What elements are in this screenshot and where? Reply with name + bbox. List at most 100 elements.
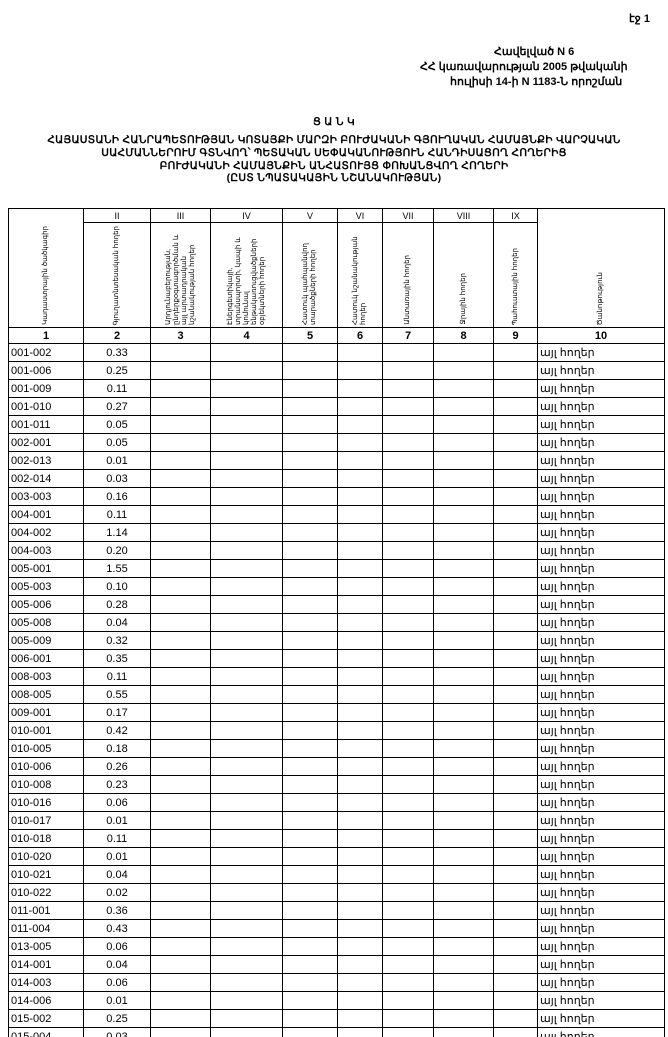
- agricultural-area: 1.55: [83, 559, 151, 578]
- empty-cell: [282, 649, 338, 668]
- empty-cell: [150, 973, 211, 992]
- header-text: Էներգետիկայի, տրանսպորտի, կապի և կոմունա…: [226, 237, 266, 325]
- empty-cell: [337, 595, 383, 614]
- note-cell: այլ հողեր: [537, 757, 665, 776]
- subtitle-line-3: ԲՈՒԺԱԿԱՆԻ ՀԱՄԱՅՆՔԻՆ ԱՆՀԱՏՈՒՅՑ ՓՈԽԱՆՑՎՈՂ …: [159, 160, 509, 172]
- empty-cell: [337, 469, 383, 488]
- empty-cell: [433, 559, 494, 578]
- empty-cell: [337, 505, 383, 524]
- table-row: 010-006 0.26 այլ հողեր: [8, 757, 665, 776]
- table-row: 005-008 0.04 այլ հողեր: [8, 613, 665, 632]
- cadastral-code: 011-001: [8, 901, 84, 920]
- empty-cell: [210, 541, 283, 560]
- agricultural-area: 0.55: [83, 685, 151, 704]
- header-cell: Գյուղատնտեսական հողեր: [83, 222, 151, 328]
- empty-cell: [210, 847, 283, 866]
- table-row: 010-017 0.01 այլ հողեր: [8, 811, 665, 830]
- empty-cell: [337, 451, 383, 470]
- cadastral-code: 010-020: [8, 847, 84, 866]
- empty-cell: [210, 1009, 283, 1028]
- page-label: էջ 1: [629, 13, 650, 25]
- note-cell: այլ հողեր: [537, 775, 665, 794]
- empty-cell: [150, 379, 211, 398]
- roman-numeral: VII: [382, 208, 434, 223]
- header-text: Ծանոթություն: [597, 271, 604, 325]
- table-row: 014-003 0.06 այլ հողեր: [8, 973, 665, 992]
- cadastral-code: 002-014: [8, 469, 84, 488]
- roman-numeral: III: [150, 208, 211, 223]
- agricultural-area: 0.05: [83, 415, 151, 434]
- empty-cell: [382, 1027, 434, 1037]
- cadastral-code: 004-002: [8, 523, 84, 542]
- agricultural-area: 0.11: [83, 505, 151, 524]
- empty-cell: [337, 955, 383, 974]
- empty-cell: [433, 775, 494, 794]
- empty-cell: [433, 631, 494, 650]
- empty-cell: [337, 703, 383, 722]
- agricultural-area: 0.11: [83, 667, 151, 686]
- empty-cell: [337, 757, 383, 776]
- empty-cell: [282, 1027, 338, 1037]
- note-cell: այլ հողեր: [537, 991, 665, 1010]
- cadastral-code: 010-017: [8, 811, 84, 830]
- cadastral-code: 006-001: [8, 649, 84, 668]
- roman-numeral: VIII: [433, 208, 494, 223]
- empty-cell: [382, 937, 434, 956]
- empty-cell: [433, 811, 494, 830]
- table-row: 009-001 0.17 այլ հողեր: [8, 703, 665, 722]
- cadastral-code: 010-018: [8, 829, 84, 848]
- empty-cell: [210, 631, 283, 650]
- empty-cell: [150, 739, 211, 758]
- empty-cell: [337, 541, 383, 560]
- empty-cell: [210, 685, 283, 704]
- empty-cell: [210, 487, 283, 506]
- column-number: 2: [83, 327, 151, 344]
- empty-cell: [150, 685, 211, 704]
- note-cell: այլ հողեր: [537, 847, 665, 866]
- agricultural-area: 0.32: [83, 631, 151, 650]
- empty-cell: [433, 955, 494, 974]
- empty-cell: [382, 505, 434, 524]
- empty-cell: [382, 541, 434, 560]
- empty-cell: [493, 829, 538, 848]
- empty-cell: [433, 1027, 494, 1037]
- empty-cell: [210, 973, 283, 992]
- empty-cell: [493, 991, 538, 1010]
- header-cell: Անտառային հողեր: [382, 222, 434, 328]
- table-row: 001-002 0.33 այլ հողեր: [8, 343, 665, 362]
- note-cell: այլ հողեր: [537, 505, 665, 524]
- empty-cell: [493, 505, 538, 524]
- empty-cell: [493, 487, 538, 506]
- agricultural-area: 0.03: [83, 469, 151, 488]
- table-row: 010-020 0.01 այլ հողեր: [8, 847, 665, 866]
- empty-cell: [493, 613, 538, 632]
- empty-cell: [493, 793, 538, 812]
- empty-cell: [150, 433, 211, 452]
- empty-cell: [282, 991, 338, 1010]
- note-cell: այլ հողեր: [537, 361, 665, 380]
- header-cell: Արդյունաբերության, ընդերքօգտագործման և ա…: [150, 222, 211, 328]
- empty-cell: [433, 685, 494, 704]
- note-cell: այլ հողեր: [537, 577, 665, 596]
- empty-cell: [493, 397, 538, 416]
- empty-cell: [337, 415, 383, 434]
- empty-cell: [150, 667, 211, 686]
- empty-cell: [150, 1009, 211, 1028]
- empty-cell: [282, 559, 338, 578]
- empty-cell: [282, 901, 338, 920]
- empty-cell: [337, 865, 383, 884]
- agricultural-area: 0.18: [83, 739, 151, 758]
- note-cell: այլ հողեր: [537, 397, 665, 416]
- note-cell: այլ հողեր: [537, 703, 665, 722]
- empty-cell: [493, 739, 538, 758]
- empty-cell: [433, 523, 494, 542]
- table-row: 004-001 0.11 այլ հողեր: [8, 505, 665, 524]
- empty-cell: [337, 901, 383, 920]
- empty-cell: [210, 577, 283, 596]
- agricultural-area: 0.03: [83, 1027, 151, 1037]
- empty-cell: [382, 631, 434, 650]
- empty-cell: [337, 1027, 383, 1037]
- agricultural-area: 0.06: [83, 793, 151, 812]
- header-cell: Ծանոթություն: [537, 208, 665, 328]
